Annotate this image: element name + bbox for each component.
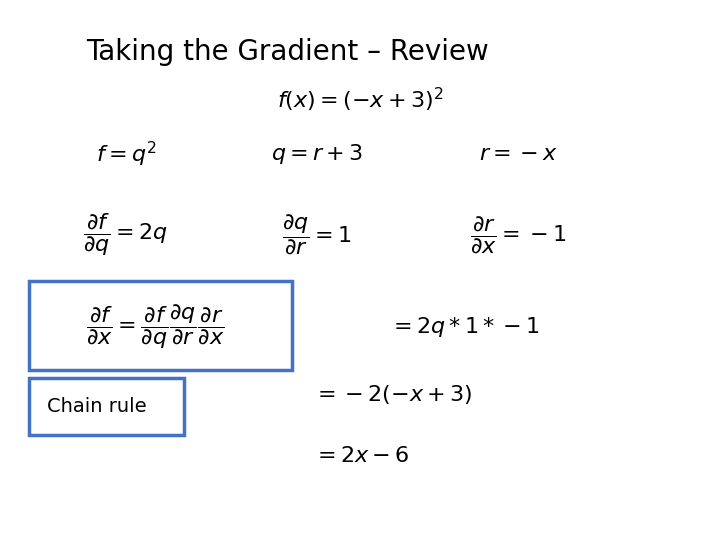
Text: Taking the Gradient – Review: Taking the Gradient – Review — [86, 38, 489, 66]
Text: $\dfrac{\partial r}{\partial x} = -1$: $\dfrac{\partial r}{\partial x} = -1$ — [470, 214, 567, 255]
Text: Chain rule: Chain rule — [47, 397, 146, 416]
Text: $= -2(-x + 3)$: $= -2(-x + 3)$ — [313, 383, 472, 406]
Text: $r = -x$: $r = -x$ — [479, 144, 558, 164]
Text: $\dfrac{\partial f}{\partial q} = 2q$: $\dfrac{\partial f}{\partial q} = 2q$ — [84, 212, 168, 258]
Text: $\dfrac{\partial q}{\partial r} = 1$: $\dfrac{\partial q}{\partial r} = 1$ — [282, 213, 352, 257]
Text: $\dfrac{\partial f}{\partial x} = \dfrac{\partial f}{\partial q}\dfrac{\partial : $\dfrac{\partial f}{\partial x} = \dfrac… — [86, 302, 224, 351]
Text: $f(x) = (-x + 3)^2$: $f(x) = (-x + 3)^2$ — [276, 86, 444, 114]
Text: $f = q^2$: $f = q^2$ — [96, 139, 156, 168]
Text: $= 2q * 1 * -1$: $= 2q * 1 * -1$ — [389, 315, 539, 339]
Text: $= 2x - 6$: $= 2x - 6$ — [313, 446, 410, 467]
Text: $q = r + 3$: $q = r + 3$ — [271, 142, 363, 166]
